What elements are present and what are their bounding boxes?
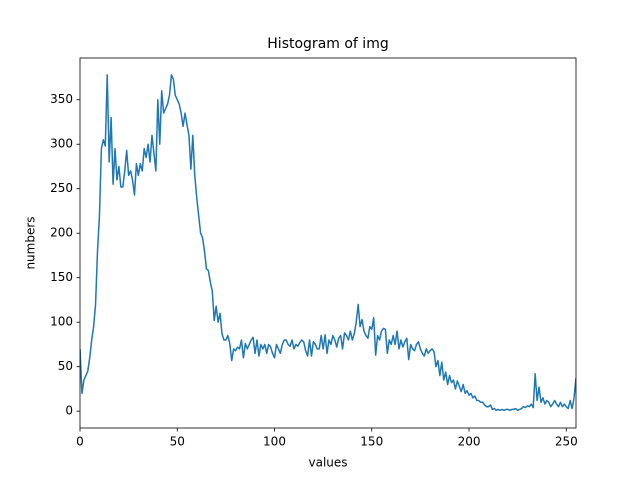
y-tick-label: 250 xyxy=(50,181,73,195)
x-tick-label: 0 xyxy=(76,435,84,449)
y-tick-label: 100 xyxy=(50,315,73,329)
data-line xyxy=(80,74,576,412)
y-tick-label: 300 xyxy=(50,137,73,151)
y-tick-label: 350 xyxy=(50,92,73,106)
x-tick-label: 150 xyxy=(360,435,383,449)
x-axis-label: values xyxy=(308,456,347,470)
x-tick-label: 50 xyxy=(170,435,185,449)
x-tick-label: 100 xyxy=(263,435,286,449)
y-tick-label: 200 xyxy=(50,226,73,240)
y-tick-label: 150 xyxy=(50,270,73,284)
y-axis-label: numbers xyxy=(24,216,38,269)
plot-frame xyxy=(79,57,577,429)
chart-title: Histogram of img xyxy=(267,36,388,52)
x-tick-label: 250 xyxy=(555,435,578,449)
y-tick-label: 0 xyxy=(65,404,73,418)
y-tick-label: 50 xyxy=(58,359,73,373)
x-tick-label: 200 xyxy=(458,435,481,449)
